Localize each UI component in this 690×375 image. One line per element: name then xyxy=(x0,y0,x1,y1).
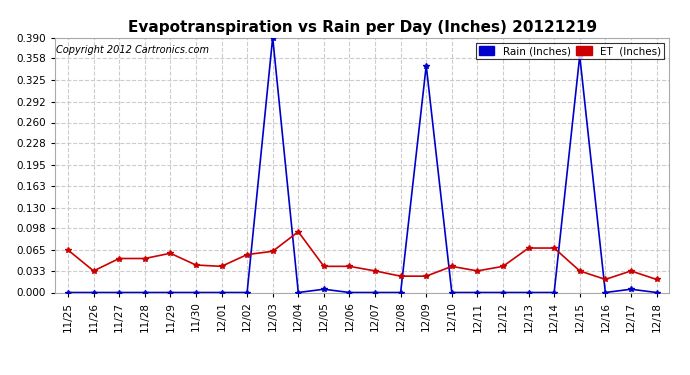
Legend: Rain (Inches), ET  (Inches): Rain (Inches), ET (Inches) xyxy=(475,43,664,59)
Text: Copyright 2012 Cartronics.com: Copyright 2012 Cartronics.com xyxy=(57,45,210,55)
Title: Evapotranspiration vs Rain per Day (Inches) 20121219: Evapotranspiration vs Rain per Day (Inch… xyxy=(128,20,597,35)
